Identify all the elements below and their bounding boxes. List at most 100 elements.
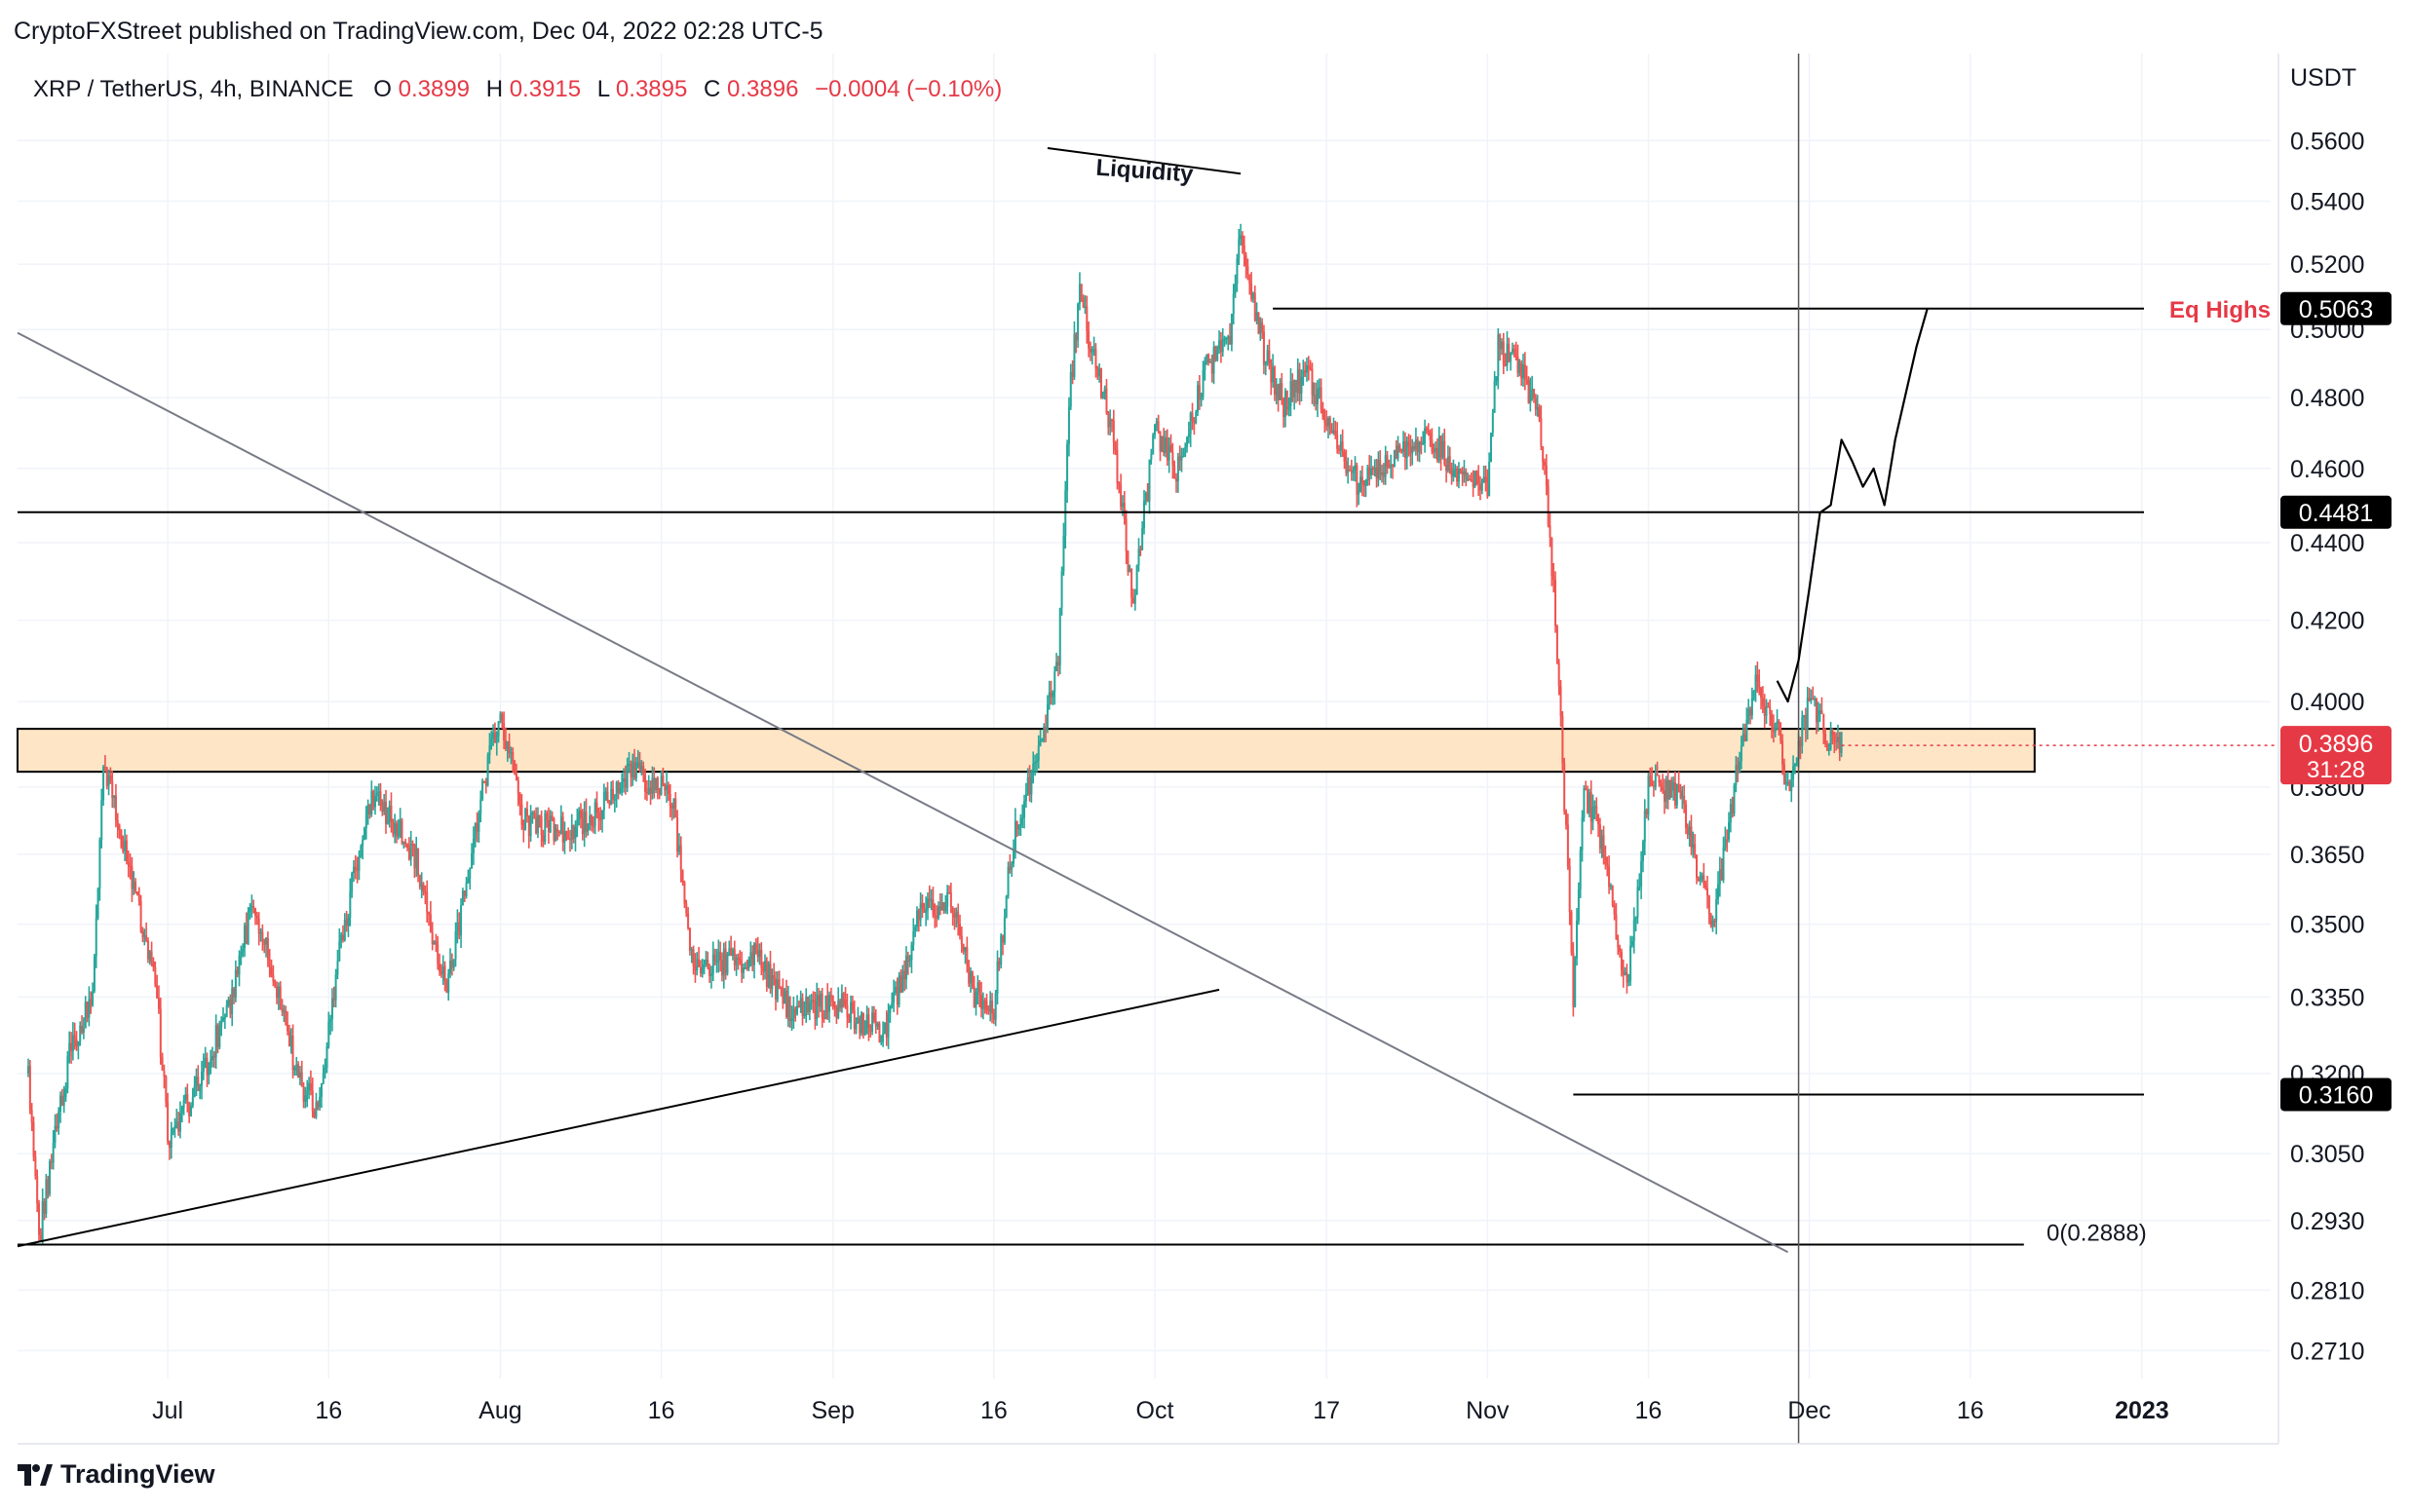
candle-body bbox=[1724, 839, 1727, 848]
candle-body bbox=[1131, 597, 1134, 604]
candle-body bbox=[1282, 398, 1285, 417]
candle-body bbox=[437, 944, 440, 964]
supply-demand-zone bbox=[17, 728, 2036, 774]
candle-body bbox=[797, 1005, 800, 1008]
candle-body bbox=[1281, 383, 1283, 399]
candle-body bbox=[591, 815, 593, 826]
legend-open-value: 0.3899 bbox=[399, 76, 470, 102]
candle-body bbox=[765, 961, 768, 987]
candle-body bbox=[1576, 921, 1579, 959]
candle-body bbox=[1538, 407, 1541, 419]
candle-body bbox=[719, 951, 722, 961]
current-price-tag-bg bbox=[2280, 726, 2392, 785]
candle-body bbox=[1187, 434, 1190, 438]
candle-body bbox=[93, 956, 96, 992]
candle-body bbox=[595, 802, 598, 813]
candle-body bbox=[1395, 450, 1397, 459]
candle-body bbox=[1500, 341, 1503, 350]
candle-body bbox=[1300, 376, 1303, 394]
candle-body bbox=[238, 955, 241, 975]
candle-body bbox=[39, 1234, 42, 1241]
candle-body bbox=[154, 966, 157, 985]
candle-body bbox=[1105, 388, 1108, 413]
y-tick-label: 0.4600 bbox=[2290, 456, 2364, 483]
candle-body bbox=[1171, 452, 1174, 466]
candle-body bbox=[1752, 691, 1755, 699]
candle-body bbox=[715, 961, 718, 963]
grid bbox=[18, 54, 2271, 1379]
candle-body bbox=[1470, 479, 1473, 482]
candle-body bbox=[208, 1068, 210, 1076]
candle-body bbox=[465, 882, 468, 896]
candle-body bbox=[1309, 366, 1312, 369]
candle-body bbox=[656, 777, 659, 791]
candle-body bbox=[1829, 730, 1832, 749]
candle-body bbox=[298, 1072, 301, 1078]
candle-body bbox=[1007, 866, 1010, 896]
candle-body bbox=[949, 892, 952, 908]
candle-body bbox=[1092, 349, 1095, 352]
candle-body bbox=[1375, 467, 1378, 479]
candle-body bbox=[861, 1012, 863, 1034]
candle-body bbox=[1386, 455, 1389, 467]
candle-body bbox=[100, 800, 103, 841]
candle-body bbox=[752, 943, 755, 965]
candle-body bbox=[1422, 443, 1425, 445]
candle-body bbox=[177, 1121, 180, 1132]
candle-body bbox=[1722, 847, 1725, 881]
tradingview-logo[interactable]: TradingView bbox=[18, 1459, 215, 1490]
x-tick-label: Sep bbox=[811, 1397, 854, 1424]
candle-body bbox=[1554, 580, 1557, 626]
legend-high-value: 0.3915 bbox=[510, 76, 581, 102]
candle-body bbox=[1836, 737, 1839, 742]
candle-body bbox=[1508, 343, 1511, 361]
candle-body bbox=[1555, 625, 1558, 663]
candle-body bbox=[1176, 456, 1179, 482]
candle-body bbox=[722, 948, 725, 976]
candle-body bbox=[330, 998, 333, 1019]
x-tick-label: 17 bbox=[1313, 1397, 1340, 1424]
candle-body bbox=[1615, 914, 1618, 939]
candle-body bbox=[662, 775, 665, 786]
candle-body bbox=[784, 990, 786, 1003]
candle-body bbox=[898, 975, 900, 1005]
candle-body bbox=[717, 951, 720, 962]
candle-body bbox=[1799, 740, 1802, 746]
candle-body bbox=[1634, 917, 1637, 920]
candle-body bbox=[141, 930, 144, 937]
candle-body bbox=[938, 906, 941, 911]
x-tick-label: Dec bbox=[1787, 1397, 1830, 1424]
candle-body bbox=[1336, 435, 1339, 449]
candle-body bbox=[111, 780, 114, 799]
candle-body bbox=[406, 844, 409, 849]
candle-body bbox=[642, 765, 645, 775]
candle-body bbox=[771, 975, 774, 990]
candle-body bbox=[1514, 350, 1517, 357]
candle-body bbox=[756, 950, 759, 958]
candle-body bbox=[1587, 789, 1589, 813]
candle-body bbox=[1778, 721, 1780, 731]
candle-body bbox=[81, 1025, 84, 1034]
candle-body bbox=[245, 925, 248, 944]
candle-body bbox=[602, 792, 605, 811]
candle-body bbox=[1833, 735, 1836, 741]
candle-body bbox=[1425, 428, 1428, 431]
current-price-countdown: 31:28 bbox=[2307, 757, 2365, 783]
candle-body bbox=[782, 988, 785, 1003]
candle-body bbox=[821, 994, 823, 1018]
price-level-tag-bg bbox=[2280, 1077, 2392, 1112]
price-level-tag-text: 0.3160 bbox=[2299, 1081, 2373, 1109]
candle-body bbox=[1482, 476, 1485, 482]
candle-body bbox=[1347, 470, 1350, 473]
candle-body bbox=[1241, 235, 1244, 246]
candle-body bbox=[1604, 856, 1607, 864]
candle-body bbox=[508, 740, 511, 754]
candle-body bbox=[707, 959, 709, 967]
candle-body bbox=[229, 999, 232, 1014]
candle-body bbox=[1086, 306, 1089, 331]
candle-body bbox=[1544, 462, 1547, 466]
orange-zone-rect bbox=[17, 728, 2036, 774]
candle-body bbox=[1229, 336, 1232, 345]
candle-body bbox=[478, 813, 480, 832]
